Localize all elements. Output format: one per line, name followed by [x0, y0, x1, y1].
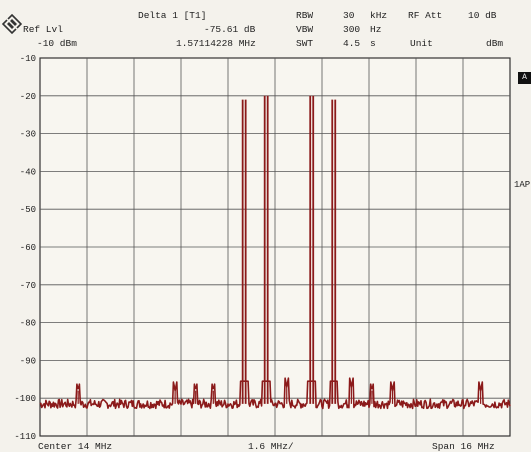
- marker-level: -75.61 dB: [204, 24, 256, 35]
- sweep-time-value: 4.5: [343, 38, 361, 49]
- rf-att-label: RF Att: [408, 10, 443, 21]
- frequency-span: Span 16 MHz: [432, 441, 495, 452]
- rf-att-value: 10 dB: [468, 10, 497, 21]
- y-tick-label: -110: [14, 432, 36, 442]
- rbw-value: 30: [343, 10, 355, 21]
- marker-label: Delta 1 [T1]: [138, 10, 207, 21]
- sweep-time-unit: s: [370, 38, 376, 49]
- vbw-value: 300: [343, 24, 361, 35]
- y-tick-label: -60: [20, 243, 36, 253]
- y-tick-label: -50: [20, 205, 36, 215]
- rbw-label: RBW: [296, 10, 314, 21]
- unit-label: Unit: [410, 38, 433, 49]
- marker-frequency: 1.57114228 MHz: [176, 38, 256, 49]
- trace-mode-label: 1AP: [514, 180, 531, 190]
- logo-icon: [2, 14, 22, 34]
- unit-value: dBm: [486, 38, 504, 49]
- y-tick-label: -10: [20, 54, 36, 64]
- y-tick-label: -90: [20, 356, 36, 366]
- y-tick-label: -70: [20, 281, 36, 291]
- ref-level-value: -10 dBm: [37, 38, 77, 49]
- ref-level-label: Ref Lvl: [23, 24, 63, 35]
- vbw-label: VBW: [296, 24, 314, 35]
- y-tick-label: -100: [14, 394, 36, 404]
- marker-a-badge: A: [518, 72, 531, 84]
- y-tick-label: -20: [20, 92, 36, 102]
- spectrum-trace: [39, 377, 511, 410]
- sweep-time-label: SWT: [296, 38, 314, 49]
- y-tick-label: -40: [20, 167, 36, 177]
- center-frequency: Center 14 MHz: [38, 441, 113, 452]
- y-tick-label: -30: [20, 130, 36, 140]
- vbw-unit: Hz: [370, 24, 382, 35]
- frequency-per-division: 1.6 MHz/: [248, 441, 294, 452]
- y-tick-label: -80: [20, 319, 36, 329]
- rbw-unit: kHz: [370, 10, 388, 21]
